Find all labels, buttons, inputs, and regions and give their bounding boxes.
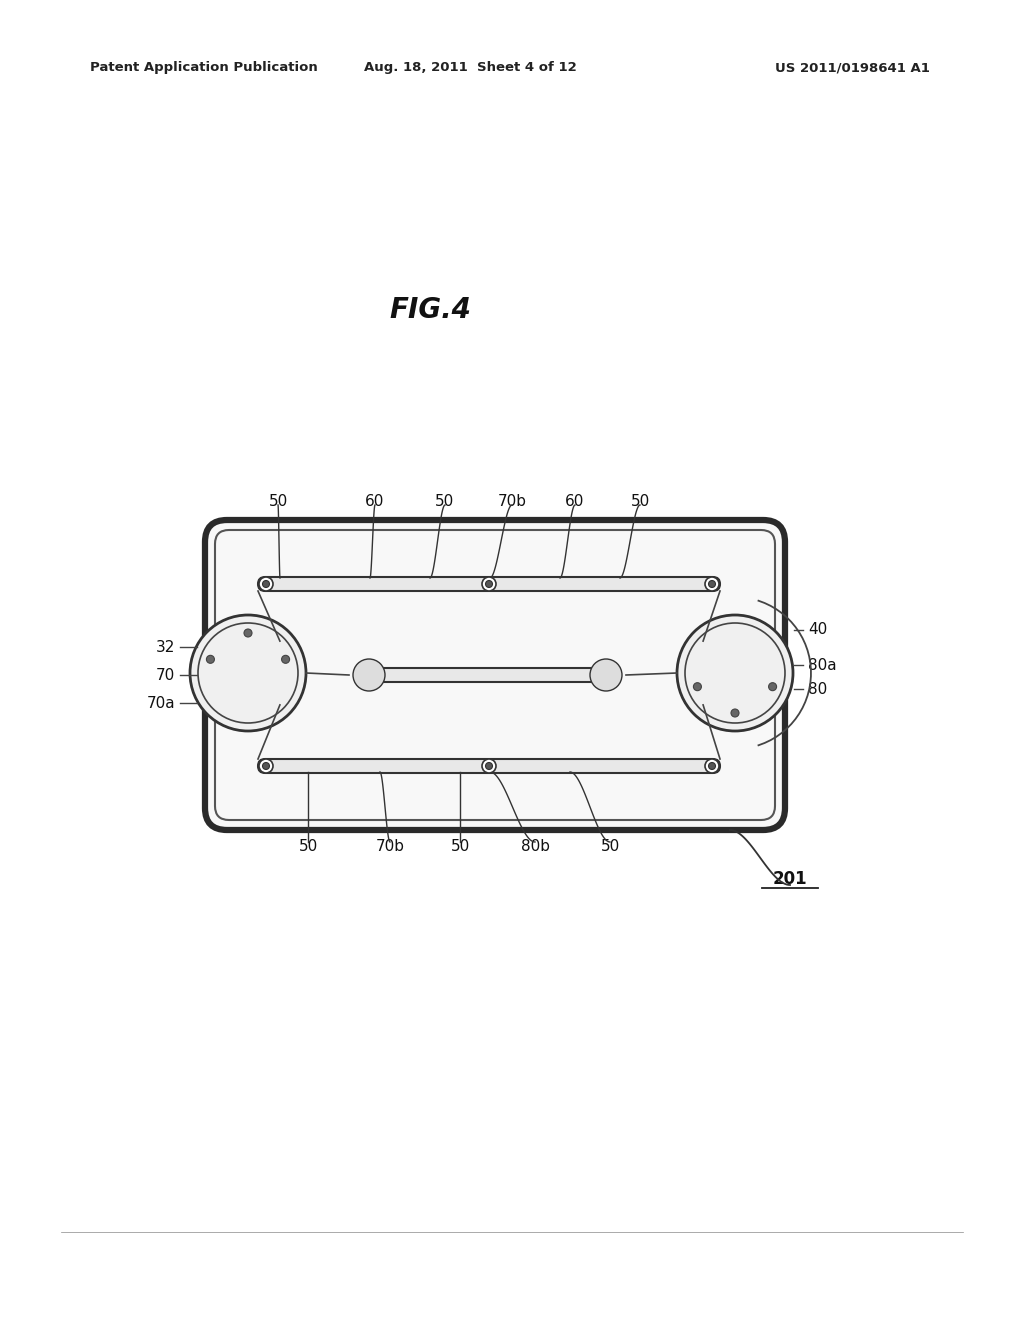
Circle shape [590, 659, 622, 690]
Circle shape [603, 672, 609, 678]
FancyBboxPatch shape [205, 520, 785, 830]
Circle shape [244, 630, 252, 638]
Text: US 2011/0198641 A1: US 2011/0198641 A1 [775, 62, 930, 74]
Text: 50: 50 [451, 840, 470, 854]
Circle shape [769, 682, 776, 690]
Circle shape [262, 581, 269, 587]
Circle shape [259, 577, 273, 591]
Text: 70a: 70a [146, 696, 175, 710]
Text: 70b: 70b [376, 840, 404, 854]
Circle shape [353, 659, 385, 690]
Circle shape [705, 577, 719, 591]
Text: 50: 50 [631, 494, 649, 510]
Text: 60: 60 [565, 494, 585, 510]
Circle shape [482, 577, 496, 591]
Circle shape [709, 763, 716, 770]
Circle shape [362, 668, 376, 682]
Circle shape [366, 672, 372, 678]
Text: 40: 40 [808, 623, 827, 638]
Circle shape [190, 615, 306, 731]
Circle shape [599, 668, 613, 682]
FancyBboxPatch shape [258, 577, 720, 591]
Text: 50: 50 [435, 494, 455, 510]
Text: Aug. 18, 2011  Sheet 4 of 12: Aug. 18, 2011 Sheet 4 of 12 [364, 62, 577, 74]
Circle shape [705, 759, 719, 774]
Text: 70b: 70b [498, 494, 526, 510]
Text: 80: 80 [808, 681, 827, 697]
Text: 80a: 80a [808, 657, 837, 672]
Text: 70: 70 [156, 668, 175, 682]
Circle shape [282, 655, 290, 664]
Circle shape [709, 581, 716, 587]
Circle shape [485, 581, 493, 587]
Text: Patent Application Publication: Patent Application Publication [90, 62, 317, 74]
Circle shape [358, 664, 380, 686]
Text: 50: 50 [268, 494, 288, 510]
Circle shape [595, 664, 617, 686]
Text: 50: 50 [600, 840, 620, 854]
Text: FIG.4: FIG.4 [389, 296, 471, 323]
Circle shape [693, 682, 701, 690]
FancyBboxPatch shape [258, 759, 720, 774]
Text: 50: 50 [298, 840, 317, 854]
Circle shape [198, 623, 298, 723]
Circle shape [259, 759, 273, 774]
Text: 201: 201 [773, 870, 807, 888]
Circle shape [262, 763, 269, 770]
Text: 60: 60 [366, 494, 385, 510]
Circle shape [677, 615, 793, 731]
Circle shape [482, 759, 496, 774]
Circle shape [207, 655, 214, 664]
FancyBboxPatch shape [365, 668, 610, 682]
Circle shape [685, 623, 785, 723]
Text: 80b: 80b [520, 840, 550, 854]
Text: 32: 32 [156, 639, 175, 655]
Circle shape [731, 709, 739, 717]
Circle shape [485, 763, 493, 770]
